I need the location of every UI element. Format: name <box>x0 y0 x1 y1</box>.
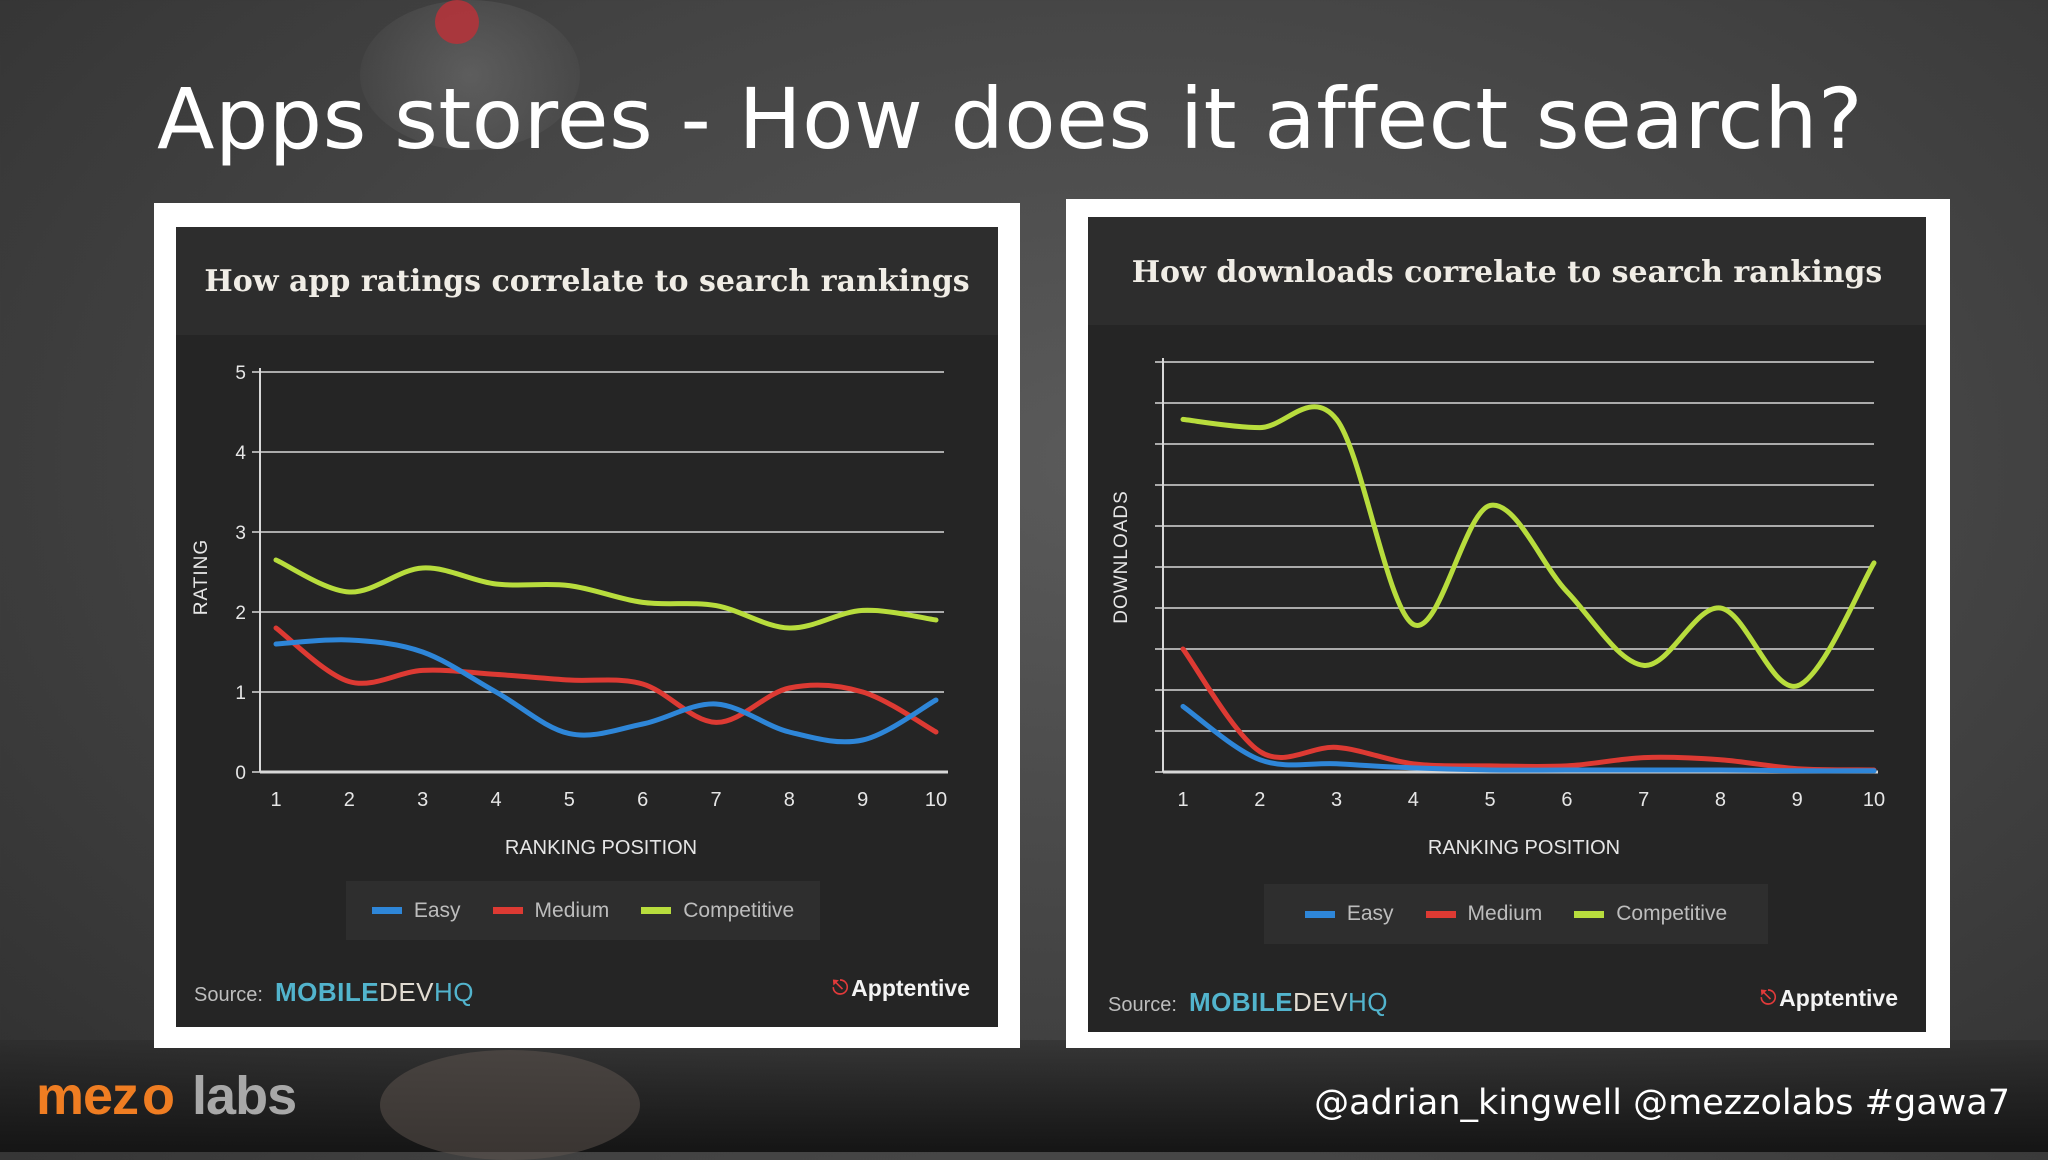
x-tick-label: 10 <box>1863 789 1885 811</box>
legend-swatch-medium <box>1425 910 1456 918</box>
x-tick-label: 5 <box>564 789 575 811</box>
legend-label-competitive: Competitive <box>683 898 795 922</box>
series-line-medium <box>273 625 939 735</box>
y-tick-label: 0 <box>235 763 246 784</box>
x-tick-label: 3 <box>417 789 428 811</box>
legend-ratings: Easy Medium Competitive <box>346 881 820 940</box>
legend-label-easy: Easy <box>413 898 461 922</box>
y-tick-label: 3 <box>235 523 246 544</box>
legend-item-easy: Easy <box>1304 902 1394 926</box>
mezzolabs-logo: mez o labs <box>36 1066 297 1126</box>
chart-panel-downloads: How downloads correlate to search rankin… <box>1088 217 1926 1032</box>
x-tick-label: 6 <box>1561 789 1572 811</box>
source-credit-downloads: Source: MOBILEDEVHQ <box>1108 987 1388 1018</box>
series-line-easy <box>273 637 939 745</box>
y-axis-title: DOWNLOADS <box>1111 490 1132 624</box>
x-tick-label: 1 <box>270 789 281 811</box>
x-tick-label: 9 <box>1792 789 1803 811</box>
background-red-dot <box>435 0 479 44</box>
legend-item-easy: Easy <box>371 898 461 923</box>
slide-title: Apps stores - How does it affect search? <box>157 70 1864 168</box>
x-tick-label: 8 <box>1715 789 1726 811</box>
y-tick-label: 1 <box>235 683 246 704</box>
ratings-line-chart: 0 1 2 3 4 5 1 2 3 4 5 6 7 8 9 10 RANKING POSITION RATING <box>191 363 948 859</box>
legend-label-medium: Medium <box>534 898 610 922</box>
legend-label-easy: Easy <box>1346 902 1394 925</box>
legend-downloads: Easy Medium Competitive <box>1264 884 1768 944</box>
apptentive-logo: ⎋ Apptentive <box>1760 985 1898 1011</box>
legend-item-competitive: Competitive <box>1574 902 1727 926</box>
x-tick-label: 4 <box>490 789 501 811</box>
footer-social-handles: @adrian_kingwell @mezzolabs #gawa7 <box>1314 1083 2010 1123</box>
y-tick-label: 5 <box>235 363 246 384</box>
x-tick-label: 3 <box>1331 789 1342 811</box>
x-tick-label: 1 <box>1177 789 1188 811</box>
apptentive-mark-icon: ⎋ <box>832 977 849 999</box>
source-label: Source: <box>1108 994 1177 1016</box>
downloads-line-chart: 1 2 3 4 5 6 7 8 9 10 RANKING POSITION DOWNLOADS <box>1111 358 1885 859</box>
apptentive-mark-icon: ⎋ <box>1760 987 1777 1009</box>
x-tick-label: 9 <box>857 789 868 811</box>
legend-label-competitive: Competitive <box>1616 902 1728 925</box>
y-tick-label: 4 <box>235 443 246 464</box>
legend-swatch-easy <box>1304 910 1335 918</box>
legend-swatch-easy <box>371 907 402 914</box>
x-tick-label: 8 <box>784 789 795 811</box>
mobiledevhq-logo: MOBILEDEVHQ <box>1188 987 1389 1017</box>
legend-swatch-medium <box>492 907 523 914</box>
x-tick-label: 2 <box>1254 789 1265 811</box>
legend-item-medium: Medium <box>1425 902 1543 926</box>
x-axis-title: RANKING POSITION <box>505 837 697 859</box>
legend-item-medium: Medium <box>492 898 610 923</box>
chart-title-ratings: How app ratings correlate to search rank… <box>176 227 998 335</box>
legend-item-competitive: Competitive <box>641 899 794 923</box>
chart-panel-ratings: How app ratings correlate to search rank… <box>176 227 998 1027</box>
series-line-competitive <box>273 557 939 631</box>
legend-swatch-competitive <box>641 907 672 914</box>
x-tick-label: 7 <box>1638 789 1649 811</box>
x-tick-label: 2 <box>344 789 355 811</box>
legend-label-medium: Medium <box>1467 902 1543 925</box>
y-axis-title: RATING <box>191 539 212 615</box>
series-line-easy <box>1180 703 1877 774</box>
series-line-medium <box>1180 646 1877 773</box>
x-tick-label: 4 <box>1408 789 1419 811</box>
background-blur-bottom <box>0 1040 2048 1152</box>
apptentive-logo: ⎋ Apptentive <box>832 975 970 1001</box>
x-tick-label: 6 <box>637 789 648 811</box>
source-label: Source: <box>194 984 263 1006</box>
x-axis-title: RANKING POSITION <box>1428 837 1620 859</box>
y-tick-label: 2 <box>235 603 246 624</box>
source-credit-ratings: Source: MOBILEDEVHQ <box>194 977 474 1008</box>
background-shape <box>380 1050 640 1160</box>
legend-swatch-competitive <box>1574 910 1605 918</box>
x-tick-label: 10 <box>925 789 947 811</box>
x-tick-label: 5 <box>1485 789 1496 811</box>
mobiledevhq-logo: MOBILEDEVHQ <box>274 977 475 1007</box>
chart-title-downloads: How downloads correlate to search rankin… <box>1088 217 1926 325</box>
series-line-competitive <box>1180 404 1877 689</box>
x-tick-label: 7 <box>710 789 721 811</box>
